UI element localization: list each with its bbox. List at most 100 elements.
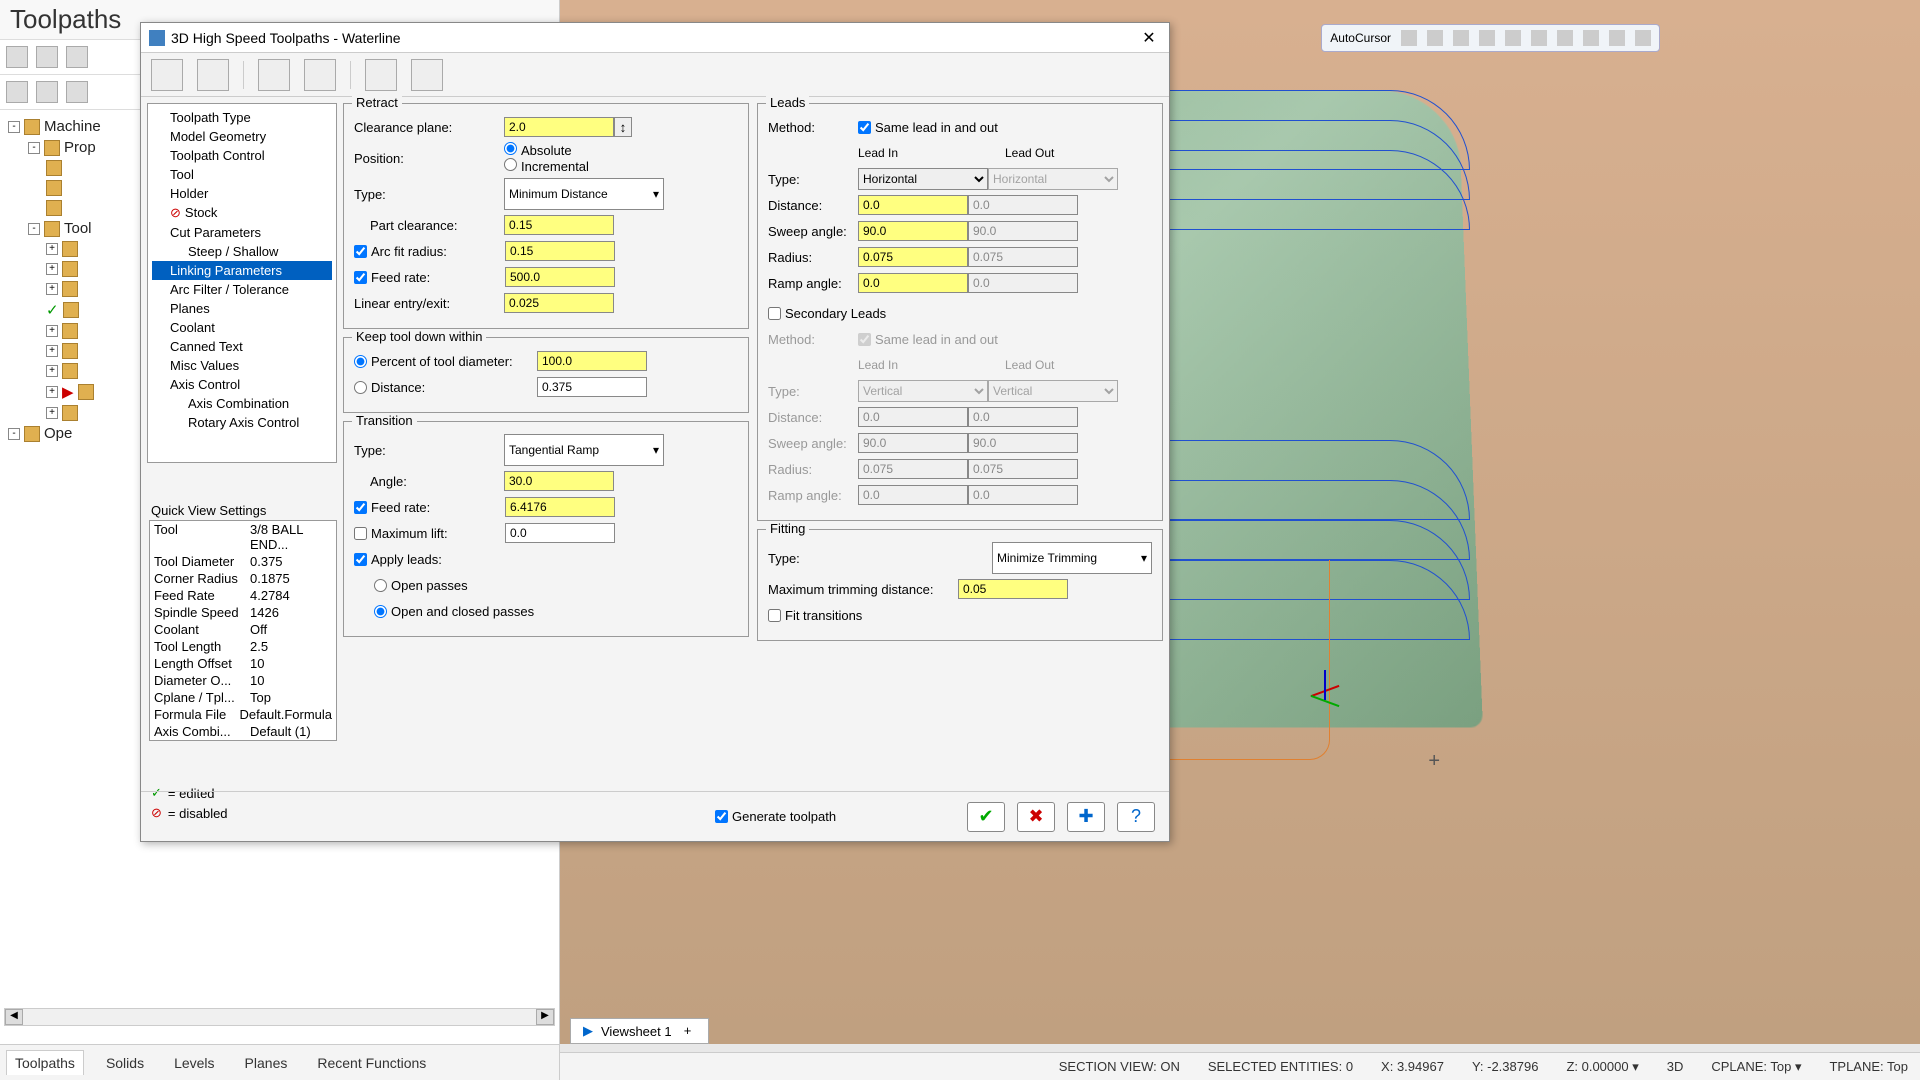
dlg-tree-item[interactable]: Model Geometry bbox=[152, 127, 332, 146]
dlg-tree-item[interactable]: Planes bbox=[152, 299, 332, 318]
status-cplane[interactable]: CPLANE: Top ▾ bbox=[1711, 1059, 1801, 1075]
dlg-tree-item[interactable]: Axis Combination bbox=[152, 394, 332, 413]
dialog-titlebar[interactable]: 3D High Speed Toolpaths - Waterline ✕ bbox=[141, 23, 1169, 53]
retract-type-select[interactable]: Minimum Distance bbox=[504, 178, 664, 210]
expand-icon[interactable]: - bbox=[8, 121, 20, 133]
linear-input[interactable] bbox=[504, 293, 614, 313]
leadin-ramp-input[interactable] bbox=[858, 273, 968, 293]
waves-icon[interactable] bbox=[36, 81, 58, 103]
feed-rate-checkbox[interactable] bbox=[354, 271, 367, 284]
apply-leads-checkbox[interactable] bbox=[354, 553, 367, 566]
save-as-icon[interactable] bbox=[304, 59, 336, 91]
dlg-tree-item[interactable]: Rotary Axis Control bbox=[152, 413, 332, 432]
status-x[interactable]: X: 3.94967 bbox=[1381, 1059, 1444, 1074]
tab-planes[interactable]: Planes bbox=[237, 1051, 296, 1075]
percent-radio[interactable] bbox=[354, 355, 367, 368]
toolbar-btn-2[interactable] bbox=[197, 59, 229, 91]
expand-icon[interactable]: + bbox=[46, 407, 58, 419]
dlg-tree-item[interactable]: ⊘Stock bbox=[152, 203, 332, 223]
dlg-tree-item[interactable]: Linking Parameters bbox=[152, 261, 332, 280]
max-lift-checkbox[interactable] bbox=[354, 527, 367, 540]
expand-icon[interactable]: - bbox=[8, 428, 20, 440]
vp-icon-10[interactable] bbox=[1635, 30, 1651, 46]
distance-radio[interactable] bbox=[354, 381, 367, 394]
open-passes-radio[interactable] bbox=[374, 579, 387, 592]
part-clearance-input[interactable] bbox=[504, 215, 614, 235]
ghost-icon[interactable] bbox=[66, 81, 88, 103]
arc-fit-checkbox[interactable] bbox=[354, 245, 367, 258]
cancel-button[interactable]: ✖ bbox=[1017, 802, 1055, 832]
expand-icon[interactable]: + bbox=[46, 243, 58, 255]
calc-icon[interactable] bbox=[365, 59, 397, 91]
axis-icon[interactable] bbox=[66, 46, 88, 68]
dlg-tree-item[interactable]: Coolant bbox=[152, 318, 332, 337]
open-closed-radio[interactable] bbox=[374, 605, 387, 618]
arc-fit-input[interactable] bbox=[505, 241, 615, 261]
close-button[interactable]: ✕ bbox=[1137, 28, 1161, 48]
dlg-tree-item[interactable]: Axis Control bbox=[152, 375, 332, 394]
tree-icon[interactable] bbox=[6, 81, 28, 103]
generate-checkbox[interactable] bbox=[715, 810, 728, 823]
trans-feed-input[interactable] bbox=[505, 497, 615, 517]
clearance-input[interactable] bbox=[504, 117, 614, 137]
toolbar-btn-1[interactable] bbox=[151, 59, 183, 91]
horizontal-scrollbar[interactable]: ◀ ▶ bbox=[4, 1008, 555, 1026]
toolbar-btn-6[interactable] bbox=[411, 59, 443, 91]
incremental-radio[interactable] bbox=[504, 158, 517, 171]
expand-icon[interactable]: + bbox=[46, 365, 58, 377]
tab-levels[interactable]: Levels bbox=[166, 1051, 222, 1075]
feed-rate-input[interactable] bbox=[505, 267, 615, 287]
dlg-tree-item[interactable]: Toolpath Control bbox=[152, 146, 332, 165]
status-mode[interactable]: 3D bbox=[1667, 1059, 1684, 1074]
dlg-tree-item[interactable]: Steep / Shallow bbox=[152, 242, 332, 261]
status-section[interactable]: SECTION VIEW: ON bbox=[1059, 1059, 1180, 1074]
fit-trans-checkbox[interactable] bbox=[768, 609, 781, 622]
absolute-radio[interactable] bbox=[504, 142, 517, 155]
scroll-left-icon[interactable]: ◀ bbox=[5, 1009, 23, 1025]
add-viewsheet-icon[interactable]: + bbox=[680, 1023, 696, 1039]
percent-input[interactable] bbox=[537, 351, 647, 371]
expand-icon[interactable]: - bbox=[28, 142, 40, 154]
reset-button[interactable]: ✚ bbox=[1067, 802, 1105, 832]
viewsheet-tab[interactable]: ▶ Viewsheet 1 + bbox=[570, 1018, 709, 1044]
expand-icon[interactable]: + bbox=[46, 283, 58, 295]
dlg-tree-item[interactable]: Holder bbox=[152, 184, 332, 203]
status-tplane[interactable]: TPLANE: Top bbox=[1829, 1059, 1908, 1074]
leadin-type-select[interactable]: Horizontal bbox=[858, 168, 988, 190]
trans-feed-checkbox[interactable] bbox=[354, 501, 367, 514]
cursor-icon[interactable] bbox=[6, 46, 28, 68]
expand-icon[interactable]: + bbox=[46, 263, 58, 275]
ok-button[interactable]: ✔ bbox=[967, 802, 1005, 832]
trans-type-select[interactable]: Tangential Ramp bbox=[504, 434, 664, 466]
max-lift-input[interactable] bbox=[505, 523, 615, 543]
help-button[interactable]: ? bbox=[1117, 802, 1155, 832]
dlg-tree-item[interactable]: Arc Filter / Tolerance bbox=[152, 280, 332, 299]
dlg-tree-item[interactable]: Tool bbox=[152, 165, 332, 184]
dlg-tree-item[interactable]: Misc Values bbox=[152, 356, 332, 375]
fitting-type-select[interactable]: Minimize Trimming bbox=[992, 542, 1152, 574]
dlg-tree-item[interactable]: Toolpath Type bbox=[152, 108, 332, 127]
tab-toolpaths[interactable]: Toolpaths bbox=[6, 1050, 84, 1075]
secondary-leads-checkbox[interactable] bbox=[768, 307, 781, 320]
leadin-dist-input[interactable] bbox=[858, 195, 968, 215]
expand-icon[interactable]: + bbox=[46, 386, 58, 398]
leadin-sweep-input[interactable] bbox=[858, 221, 968, 241]
leadin-radius-input[interactable] bbox=[858, 247, 968, 267]
dlg-tree-item[interactable]: Canned Text bbox=[152, 337, 332, 356]
angle-input[interactable] bbox=[504, 471, 614, 491]
expand-icon[interactable]: + bbox=[46, 325, 58, 337]
same-lead-checkbox[interactable] bbox=[858, 121, 871, 134]
expand-icon[interactable]: - bbox=[28, 223, 40, 235]
max-trim-input[interactable] bbox=[958, 579, 1068, 599]
expand-icon[interactable]: + bbox=[46, 345, 58, 357]
scroll-right-icon[interactable]: ▶ bbox=[536, 1009, 554, 1025]
dlg-tree-item[interactable]: Cut Parameters bbox=[152, 223, 332, 242]
save-icon[interactable] bbox=[258, 59, 290, 91]
tab-recent[interactable]: Recent Functions bbox=[309, 1051, 434, 1075]
distance-input[interactable] bbox=[537, 377, 647, 397]
clearance-spin[interactable]: ↕ bbox=[614, 117, 632, 137]
cursor-x-icon[interactable] bbox=[36, 46, 58, 68]
tab-solids[interactable]: Solids bbox=[98, 1051, 152, 1075]
status-y[interactable]: Y: -2.38796 bbox=[1472, 1059, 1539, 1074]
status-z[interactable]: Z: 0.00000 ▾ bbox=[1566, 1059, 1638, 1075]
